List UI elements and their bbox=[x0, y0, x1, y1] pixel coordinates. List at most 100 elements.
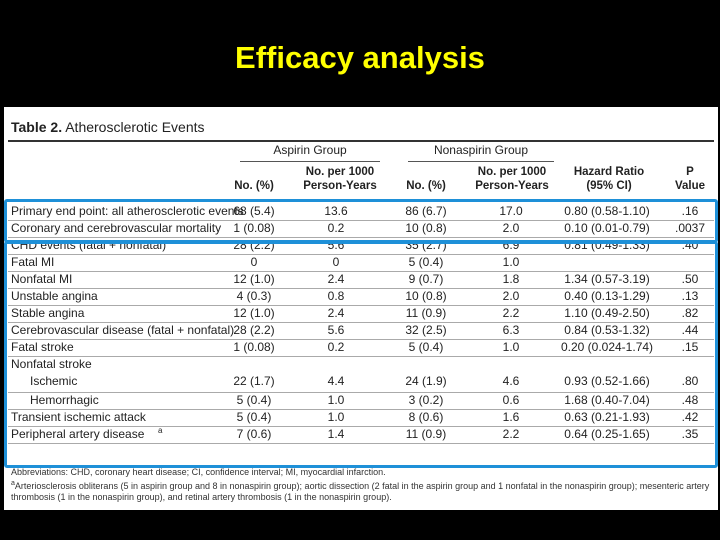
cell-nonaspirin-no: 3 (0.2) bbox=[408, 393, 444, 407]
cell-nonaspirin-no: 8 (0.6) bbox=[408, 410, 444, 424]
cell-aspirin-rate: 2.4 bbox=[327, 272, 345, 286]
table-row: Cerebrovascular disease (fatal + nonfata… bbox=[8, 322, 714, 340]
cell-aspirin-rate: 13.6 bbox=[324, 204, 348, 218]
footnote-a: aArteriosclerosis obliterans (5 in aspir… bbox=[11, 480, 710, 502]
row-label: Hemorrhagic bbox=[30, 393, 99, 407]
table-row: Nonfatal stroke bbox=[8, 356, 714, 373]
cell-p-value: .35 bbox=[681, 427, 699, 441]
cell-nonaspirin-rate: 2.0 bbox=[502, 289, 520, 303]
table-caption-prefix: Table 2. bbox=[11, 119, 63, 135]
cell-nonaspirin-rate: 6.3 bbox=[502, 323, 520, 337]
table-row: Ischemic 22 (1.7) 4.4 24 (1.9) 4.6 0.93 (0.52… bbox=[8, 373, 714, 393]
cell-p-value: .15 bbox=[681, 340, 699, 354]
cell-hazard-ratio: 0.64 (0.25-1.65) bbox=[564, 427, 650, 441]
cell-aspirin-rate: 0.2 bbox=[327, 221, 345, 235]
cell-aspirin-no: 4 (0.3) bbox=[236, 289, 272, 303]
cell-nonaspirin-no: 5 (0.4) bbox=[408, 340, 444, 354]
row-label: Stable angina bbox=[11, 306, 85, 320]
footnote-abbreviations: Abbreviations: CHD, coronary heart disea… bbox=[11, 467, 386, 477]
cell-aspirin-no: 0 bbox=[250, 255, 258, 269]
row-label: Transient ischemic attack bbox=[11, 410, 146, 424]
table-row: Transient ischemic attack 5 (0.4) 1.0 8 (0.… bbox=[8, 409, 714, 427]
cell-aspirin-no: 7 (0.6) bbox=[236, 427, 272, 441]
table-row: Nonfatal MI 12 (1.0) 2.4 9 (0.7) 1.8 1.34 (0.… bbox=[8, 271, 714, 289]
cell-aspirin-no: 22 (1.7) bbox=[233, 374, 275, 388]
cell-hazard-ratio: 0.80 (0.58-1.10) bbox=[564, 204, 650, 218]
cell-p-value: .13 bbox=[681, 289, 699, 303]
cell-nonaspirin-rate: 2.2 bbox=[502, 306, 520, 320]
cell-p-value: .44 bbox=[681, 323, 699, 337]
top-rule bbox=[8, 140, 714, 142]
table-caption: Table 2. Atherosclerotic Events bbox=[11, 119, 205, 135]
cell-hazard-ratio: 0.10 (0.01-0.79) bbox=[564, 221, 650, 235]
cell-p-value: .42 bbox=[681, 410, 699, 424]
row-label-footnote-mark: a bbox=[158, 426, 163, 435]
cell-hazard-ratio: 0.40 (0.13-1.29) bbox=[564, 289, 650, 303]
table-row: Peripheral artery disease a 7 (0.6) 1.4 11 (… bbox=[8, 426, 714, 444]
cell-aspirin-rate: 1.0 bbox=[327, 410, 345, 424]
cell-nonaspirin-rate: 17.0 bbox=[499, 204, 523, 218]
cell-nonaspirin-rate: 1.8 bbox=[502, 272, 520, 286]
table-row: Fatal MI 0 0 5 (0.4) 1.0 bbox=[8, 254, 714, 272]
row-label: Primary end point: all atherosclerotic e… bbox=[11, 204, 244, 218]
row-label: Unstable angina bbox=[11, 289, 98, 303]
cell-hazard-ratio: 0.84 (0.53-1.32) bbox=[564, 323, 650, 337]
cell-aspirin-no: 5 (0.4) bbox=[236, 393, 272, 407]
cell-aspirin-no: 28 (2.2) bbox=[233, 323, 275, 337]
cell-nonaspirin-no: 10 (0.8) bbox=[405, 221, 447, 235]
table-row: Hemorrhagic 5 (0.4) 1.0 3 (0.2) 0.6 1.68 (0.4… bbox=[8, 392, 714, 410]
col-header-nonaspirin-no: No. (%) bbox=[406, 180, 446, 192]
cell-p-value: .48 bbox=[681, 393, 699, 407]
cell-aspirin-no: 5 (0.4) bbox=[236, 410, 272, 424]
row-label: Fatal stroke bbox=[11, 340, 74, 354]
cell-p-value: .82 bbox=[681, 306, 699, 320]
cell-aspirin-rate: 1.0 bbox=[327, 393, 345, 407]
cell-nonaspirin-no: 24 (1.9) bbox=[405, 374, 447, 388]
cell-nonaspirin-rate: 0.6 bbox=[502, 393, 520, 407]
cell-p-value: .80 bbox=[681, 374, 699, 388]
row-label: Peripheral artery disease bbox=[11, 427, 145, 441]
cell-aspirin-rate: 1.4 bbox=[327, 427, 345, 441]
row-label: Ischemic bbox=[30, 374, 78, 388]
table-row: Fatal stroke 1 (0.08) 0.2 5 (0.4) 1.0 0.20 (0… bbox=[8, 339, 714, 357]
highlight-box-secondary bbox=[4, 241, 718, 468]
cell-aspirin-no: 12 (1.0) bbox=[233, 306, 275, 320]
cell-aspirin-rate: 0 bbox=[332, 255, 340, 269]
cell-aspirin-rate: 0.2 bbox=[327, 340, 345, 354]
cell-nonaspirin-rate: 1.0 bbox=[502, 340, 520, 354]
cell-aspirin-no: 12 (1.0) bbox=[233, 272, 275, 286]
cell-nonaspirin-rate: 2.2 bbox=[502, 427, 520, 441]
cell-nonaspirin-no: 10 (0.8) bbox=[405, 289, 447, 303]
cell-p-value: .50 bbox=[681, 272, 699, 286]
cell-aspirin-rate: 4.4 bbox=[327, 374, 345, 388]
cell-aspirin-rate: 2.4 bbox=[327, 306, 345, 320]
cell-nonaspirin-rate: 1.6 bbox=[502, 410, 520, 424]
table-caption-text: Atherosclerotic Events bbox=[65, 119, 205, 135]
cell-nonaspirin-no: 86 (6.7) bbox=[405, 204, 447, 218]
cell-hazard-ratio: 1.34 (0.57-3.19) bbox=[564, 272, 650, 286]
cell-hazard-ratio: 0.20 (0.024-1.74) bbox=[560, 340, 654, 354]
cell-nonaspirin-rate: 1.0 bbox=[502, 255, 520, 269]
cell-nonaspirin-no: 5 (0.4) bbox=[408, 255, 444, 269]
highlight-box-primary bbox=[4, 199, 718, 243]
cell-hazard-ratio: 1.10 (0.49-2.50) bbox=[564, 306, 650, 320]
col-header-nonaspirin-rate: No. per 1000 Person-Years bbox=[475, 166, 549, 192]
cell-p-value: .0037 bbox=[674, 221, 706, 235]
cell-hazard-ratio: 0.63 (0.21-1.93) bbox=[564, 410, 650, 424]
table-row: Coronary and cerebrovascular mortality 1 … bbox=[8, 220, 714, 238]
cell-aspirin-rate: 5.6 bbox=[327, 323, 345, 337]
slide-title: Efficacy analysis bbox=[235, 40, 485, 75]
col-header-aspirin-no: No. (%) bbox=[234, 180, 274, 192]
cell-hazard-ratio: 1.68 (0.40-7.04) bbox=[564, 393, 650, 407]
cell-nonaspirin-rate: 4.6 bbox=[502, 374, 520, 388]
row-label: Coronary and cerebrovascular mortality bbox=[11, 221, 222, 235]
cell-hazard-ratio: 0.93 (0.52-1.66) bbox=[564, 374, 650, 388]
row-label: Cerebrovascular disease (fatal + nonfata… bbox=[11, 323, 235, 337]
table-row: Unstable angina 4 (0.3) 0.8 10 (0.8) 2.0 0.40… bbox=[8, 288, 714, 306]
footnotes: Abbreviations: CHD, coronary heart disea… bbox=[11, 467, 711, 503]
col-header-hazard-ratio: Hazard Ratio (95% CI) bbox=[573, 166, 645, 192]
col-header-aspirin-rate: No. per 1000 Person-Years bbox=[303, 166, 377, 192]
cell-nonaspirin-no: 32 (2.5) bbox=[405, 323, 447, 337]
cell-nonaspirin-no: 11 (0.9) bbox=[405, 306, 447, 320]
row-label: Nonfatal MI bbox=[11, 272, 73, 286]
